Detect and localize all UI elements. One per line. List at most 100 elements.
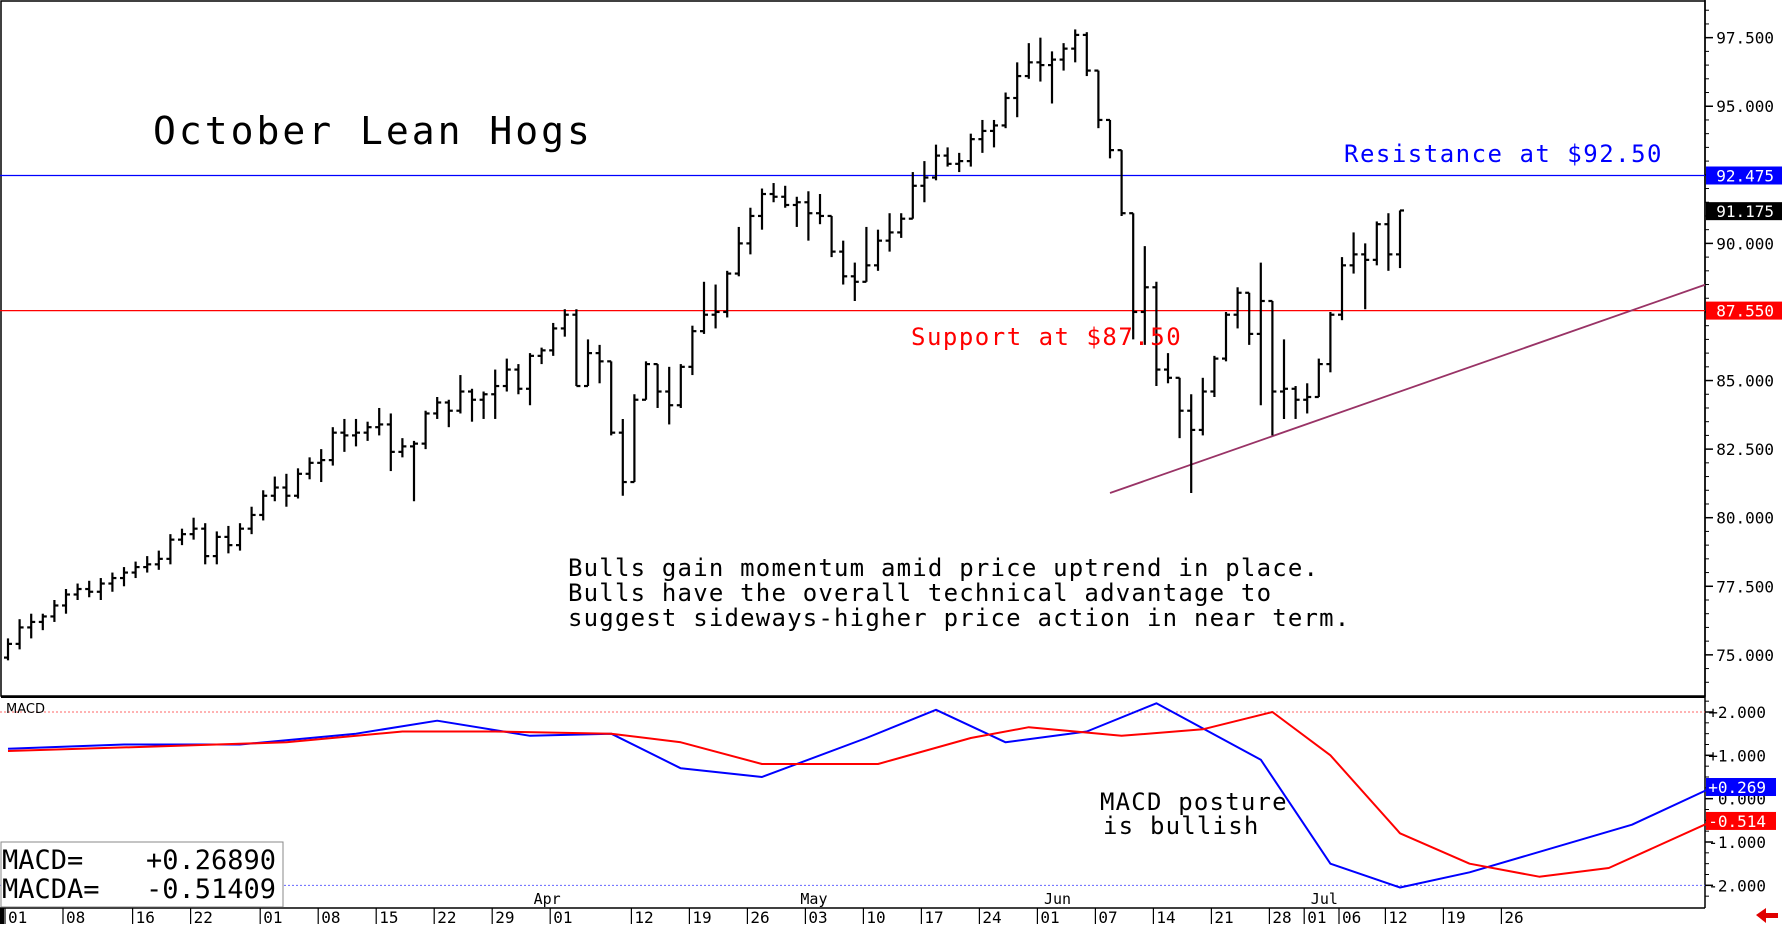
ohlc-bar (792, 196, 801, 227)
ohlc-bar (932, 144, 940, 181)
ohlc-bar (1245, 291, 1254, 345)
ohlc-bar (1314, 358, 1323, 399)
ohlc-bar (259, 490, 268, 521)
ohlc-bar (607, 360, 616, 436)
date-tick-label: 10 (866, 908, 885, 927)
ohlc-bar (96, 578, 105, 600)
date-tick-label: 19 (1446, 908, 1465, 927)
ohlc-bar (1303, 383, 1312, 414)
ohlc-bar (1198, 377, 1207, 436)
date-tick-label: 14 (1156, 908, 1175, 927)
ohlc-bar (421, 410, 430, 450)
price-tick-label: 75.000 (1716, 646, 1774, 665)
date-tick-label: 01 (553, 908, 572, 927)
ohlc-bar (804, 191, 813, 241)
ohlc-bar (201, 523, 210, 565)
ohlc-bar (1140, 246, 1149, 345)
ohlc-bar (143, 556, 152, 573)
date-tick-label: 15 (379, 908, 398, 927)
date-axis-start-marker (0, 908, 4, 924)
ohlc-bar (178, 528, 186, 546)
ohlc-bar (352, 418, 360, 447)
last-price-tag-bg (1706, 202, 1782, 221)
ohlc-bar (526, 353, 534, 406)
ohlc-bar (723, 270, 732, 318)
ohlc-bar (1175, 376, 1184, 439)
ohlc-bar (1233, 287, 1242, 329)
ohlc-bar (1338, 257, 1346, 321)
scroll-left-arrow-icon[interactable] (1756, 908, 1778, 923)
price-tick-label: 85.000 (1716, 372, 1774, 391)
ohlc-bar (1094, 69, 1103, 129)
ohlc-bar (212, 531, 221, 565)
ohlc-bar (1059, 43, 1068, 71)
macd-annotation-line-2: is bullish (1103, 812, 1260, 840)
ohlc-bar (340, 418, 349, 452)
last-price-tag: 91.175 (1716, 202, 1774, 221)
ohlc-bar (1187, 394, 1196, 494)
ohlc-bar (642, 361, 650, 401)
ohlc-bar (15, 619, 24, 650)
ohlc-bar (584, 339, 592, 388)
commentary-line-1: Bulls gain momentum amid price uptrend i… (568, 554, 1319, 582)
macd-tag-bg (1706, 778, 1776, 797)
ohlc-bar (73, 583, 82, 600)
ohlc-bar (1117, 149, 1126, 216)
ohlc-bar (653, 362, 662, 408)
ohlc-bar (943, 147, 952, 167)
ohlc-bar (294, 468, 302, 499)
resistance-label: Resistance at $92.50 (1344, 140, 1663, 168)
macd-panel: +2.000+1.0000.000-1.000-2.000+0.269-0.51… (0, 700, 1776, 897)
ohlc-bar (38, 613, 47, 631)
macda-readout-name: MACDA= (2, 874, 100, 905)
ohlc-bar (4, 638, 12, 661)
ohlc-bar (665, 366, 674, 425)
date-tick-label: 22 (437, 908, 456, 927)
macd-readout-box (0, 841, 284, 908)
ohlc-bar (781, 185, 790, 208)
price-axis: 97.50095.00092.50090.00087.50085.00082.5… (1705, 9, 1774, 683)
date-tick-label: 07 (1098, 908, 1117, 927)
ohlc-bar (317, 449, 326, 483)
price-tick-label: 82.500 (1716, 440, 1774, 459)
commentary-line-3: suggest sideways-higher price action in … (568, 604, 1350, 632)
ohlc-bar (502, 358, 511, 392)
date-tick-label: 01 (1307, 908, 1326, 927)
ohlc-bar (827, 214, 836, 258)
date-tick-label: 08 (66, 908, 85, 927)
macd-panel-title: MACD (6, 702, 45, 717)
date-tick-label: 22 (194, 908, 213, 927)
date-tick-label: 12 (1388, 908, 1407, 927)
macda-readout-value: -0.51409 (146, 874, 276, 905)
ohlc-bar (363, 421, 372, 441)
date-tick-label: 01 (8, 908, 27, 927)
ohlc-bar (560, 309, 569, 337)
ohlc-bar (688, 325, 697, 376)
ohlc-bar (816, 194, 824, 225)
resistance-tag-bg (1706, 166, 1782, 185)
ohlc-bar (1024, 43, 1033, 79)
ohlc-bar (885, 213, 894, 252)
ohlc-bar (328, 427, 337, 466)
price-tick-label: 80.000 (1716, 509, 1774, 528)
ohlc-bar (1361, 243, 1370, 310)
macd-tick-label: -1.000 (1708, 833, 1766, 852)
date-tick-label: 29 (495, 908, 514, 927)
ohlc-bar (247, 506, 256, 535)
ohlc-bar (189, 517, 198, 540)
macd-signal-line (7, 711, 1714, 878)
ohlc-bar (990, 119, 998, 148)
ohlc-bar (236, 523, 244, 551)
price-tick-label: 95.000 (1716, 97, 1774, 116)
ohlc-bar (978, 119, 987, 153)
date-tick-label: 08 (321, 908, 340, 927)
ohlc-bar (746, 207, 755, 255)
ohlc-bar (1268, 299, 1277, 436)
resistance-tag: 92.475 (1716, 167, 1774, 186)
date-tick-label: 01 (263, 908, 282, 927)
ohlc-bar (305, 457, 314, 480)
month-label: May (800, 890, 827, 908)
ohlc-bar (27, 613, 36, 639)
ohlc-bar (154, 550, 163, 570)
